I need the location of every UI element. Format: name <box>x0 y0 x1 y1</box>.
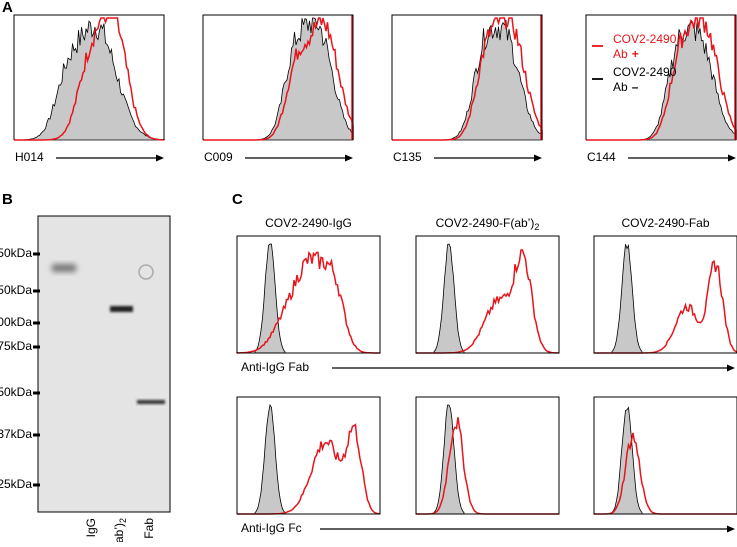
lane-label: F(ab’)2 <box>112 518 128 542</box>
gel <box>37 215 171 513</box>
column-text: COV2-2490-IgG <box>265 216 352 230</box>
band-fab2 <box>110 306 133 312</box>
legend-sign: – <box>632 80 639 94</box>
column-sub: 2 <box>534 222 539 232</box>
gel-bubble <box>138 264 154 280</box>
histogram-sample <box>594 259 737 354</box>
histogram-sample <box>236 250 380 354</box>
lane-label: IgG <box>84 518 98 537</box>
x-axis-label: C009 <box>204 150 233 164</box>
legend-sign: + <box>632 47 639 61</box>
column-title: COV2-2490-IgG <box>265 216 352 230</box>
lane-sub: 2 <box>118 518 128 523</box>
arrow-head <box>727 364 735 372</box>
legend-line2: Ab – <box>613 80 639 94</box>
histogram-control <box>254 243 286 354</box>
column-title: COV2-2490-Fab <box>621 216 709 230</box>
histogram-sample <box>416 417 559 515</box>
x-axis-label: H014 <box>15 150 44 164</box>
arrow-head <box>728 154 736 162</box>
plot-frame <box>415 396 560 515</box>
histogram-control <box>14 20 165 141</box>
ladder-label: 250kDa <box>0 246 32 260</box>
panel-label: B <box>2 191 13 208</box>
lane-text: F(ab’) <box>112 523 126 542</box>
ladder-label: 25kDa <box>0 477 32 491</box>
plot-frame <box>13 14 165 140</box>
plot-frame <box>236 396 381 515</box>
plot-frame <box>236 235 381 354</box>
plot-frame <box>202 14 354 140</box>
plot-frame <box>593 235 737 354</box>
ladder-label: 75kDa <box>0 339 32 353</box>
panel-label: C <box>232 191 243 208</box>
histogram-sample <box>416 249 559 354</box>
ladder-label: 150kDa <box>0 283 32 297</box>
lane-label: Fab <box>142 518 156 539</box>
plot-frame <box>585 14 737 140</box>
plot-frame <box>391 14 543 140</box>
histogram-control <box>611 406 643 515</box>
histogram-sample <box>14 17 165 141</box>
ladder-label: 37kDa <box>0 427 32 441</box>
row-label: Anti-IgG Fab <box>241 360 309 374</box>
arrow-head <box>727 525 735 533</box>
arrow-head <box>534 154 542 162</box>
ladder-label: 100kDa <box>0 315 32 329</box>
legend-ab: Ab <box>613 80 628 94</box>
row-label: Anti-IgG Fc <box>241 521 302 535</box>
histogram-control <box>611 243 643 354</box>
x-axis-label: C135 <box>393 150 422 164</box>
histogram-control <box>433 243 465 354</box>
histogram-sample <box>237 423 381 515</box>
histogram-sample <box>586 17 737 141</box>
arrow-head <box>156 154 164 162</box>
legend-line1: COV2-2490 <box>613 65 677 79</box>
histogram-sample <box>392 17 543 141</box>
band-igg <box>52 264 76 272</box>
plot-frame <box>593 396 737 515</box>
histogram-control <box>254 403 286 515</box>
x-axis-label: C144 <box>587 150 616 164</box>
column-text: COV2-2490-F(ab’) <box>436 216 535 230</box>
panel-label: A <box>2 0 13 16</box>
plot-frame <box>415 235 560 354</box>
legend-line2: Ab + <box>613 47 639 61</box>
legend-ab: Ab <box>613 47 628 61</box>
band-fab <box>137 400 165 404</box>
ladder-label: 50kDa <box>0 385 32 399</box>
histogram-sample <box>594 432 737 515</box>
histogram-sample <box>203 17 354 141</box>
column-text: COV2-2490-Fab <box>621 216 709 230</box>
legend-line1: COV2-2490 <box>613 32 677 46</box>
arrow-head <box>345 154 353 162</box>
column-title: COV2-2490-F(ab’)2 <box>436 216 540 232</box>
lane-text: Fab <box>142 518 156 539</box>
lane-text: IgG <box>84 518 98 537</box>
